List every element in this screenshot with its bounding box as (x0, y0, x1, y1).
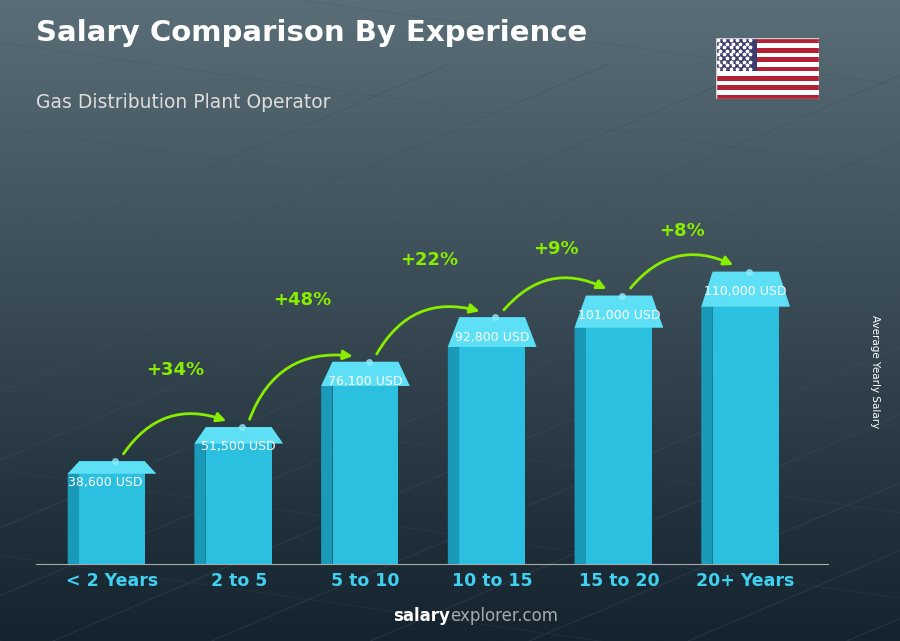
Bar (713, 272, 778, 564)
Text: 101,000 USD: 101,000 USD (578, 309, 661, 322)
Polygon shape (448, 317, 536, 347)
Text: +9%: +9% (533, 240, 579, 258)
Bar (716, 43, 819, 48)
Text: +48%: +48% (273, 290, 331, 308)
Bar (459, 317, 525, 564)
Bar (206, 427, 272, 564)
Polygon shape (448, 317, 459, 564)
Bar (716, 81, 819, 85)
Bar (716, 90, 819, 95)
Bar (716, 48, 819, 53)
Bar (586, 296, 652, 564)
Bar (716, 95, 819, 99)
Polygon shape (701, 272, 790, 306)
Text: 76,100 USD: 76,100 USD (328, 375, 402, 388)
Polygon shape (194, 427, 206, 564)
Polygon shape (194, 427, 284, 444)
Polygon shape (321, 362, 410, 386)
Text: 110,000 USD: 110,000 USD (705, 285, 787, 298)
Text: +8%: +8% (660, 222, 705, 240)
Polygon shape (68, 462, 157, 474)
Text: +34%: +34% (147, 362, 204, 379)
Polygon shape (701, 272, 713, 564)
Bar (79, 462, 145, 564)
Text: salary: salary (393, 607, 450, 625)
Text: 51,500 USD: 51,500 USD (202, 440, 276, 453)
Text: Average Yearly Salary: Average Yearly Salary (869, 315, 880, 428)
Polygon shape (68, 462, 79, 564)
Text: Salary Comparison By Experience: Salary Comparison By Experience (36, 19, 587, 47)
Polygon shape (574, 296, 663, 328)
Bar (716, 53, 819, 57)
Bar (332, 362, 399, 564)
Polygon shape (574, 296, 586, 564)
Text: +22%: +22% (400, 251, 458, 269)
Polygon shape (321, 362, 332, 564)
Bar (716, 38, 757, 71)
Text: 38,600 USD: 38,600 USD (68, 476, 143, 489)
Bar (716, 38, 819, 43)
Bar (716, 76, 819, 81)
Bar (716, 57, 819, 62)
Text: Gas Distribution Plant Operator: Gas Distribution Plant Operator (36, 93, 330, 112)
Bar (716, 71, 819, 76)
Bar (716, 67, 819, 71)
Bar (716, 85, 819, 90)
Text: explorer.com: explorer.com (450, 607, 558, 625)
Bar (716, 62, 819, 67)
Text: 92,800 USD: 92,800 USD (454, 331, 529, 344)
